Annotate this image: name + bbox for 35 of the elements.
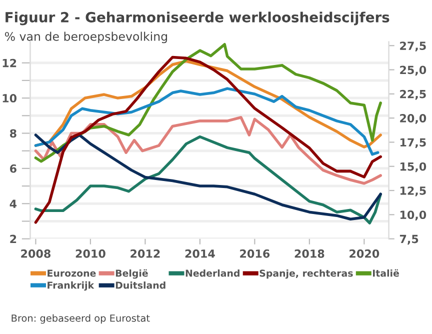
line-series — [34, 87, 380, 156]
y2-tick-label: 12,5 — [400, 186, 426, 196]
chart-subtitle: % van de beroepsbevolking — [4, 32, 167, 44]
line-series — [34, 43, 382, 163]
y2-tick-label: 20,0 — [400, 114, 426, 124]
y-tick-label: 4 — [10, 200, 17, 208]
y-tick-label: 6 — [10, 164, 16, 173]
legend-label: België — [116, 269, 148, 279]
y-tick-label: 8 — [10, 129, 16, 138]
x-tick-label: 2018 — [294, 249, 324, 258]
legend-label: Frankrijk — [48, 281, 94, 291]
x-tick-label: 2014 — [185, 249, 215, 258]
y2-tick-label: 7,5 — [400, 234, 418, 245]
legend-label: Duitsland — [116, 281, 166, 289]
x-tick-label: 2020 — [350, 249, 380, 258]
y2-tick-label: 17,5 — [400, 138, 426, 148]
legend-label: Italië — [373, 269, 399, 277]
y2-tick-label: 27,5 — [400, 42, 426, 52]
y-tick-label: 10 — [2, 94, 17, 102]
y2-tick-label: 15,0 — [400, 162, 426, 172]
y2-tick-label: 25,0 — [400, 66, 426, 76]
y2-tick-label: 10,0 — [400, 210, 426, 220]
y-tick-label: 2 — [10, 234, 16, 244]
x-tick-label: 2010 — [76, 249, 106, 258]
line-series — [34, 56, 382, 224]
y-tick-label: 12 — [2, 58, 16, 68]
x-tick-label: 2012 — [130, 249, 160, 258]
legend-label: Spanje, rechteras — [260, 269, 353, 279]
y2-tick-label: 22,5 — [400, 90, 426, 100]
legend-label: Eurozone — [48, 270, 96, 277]
legend-label: Nederland — [186, 269, 240, 277]
text: Bron: gebaseerd op Eurostat — [12, 314, 150, 324]
x-tick-label: 2016 — [240, 249, 270, 258]
x-tick-label: 2008 — [21, 249, 50, 258]
chart-title: Figuur 2 - Geharmoniseerde werkloosheidscijfers — [6, 12, 390, 26]
